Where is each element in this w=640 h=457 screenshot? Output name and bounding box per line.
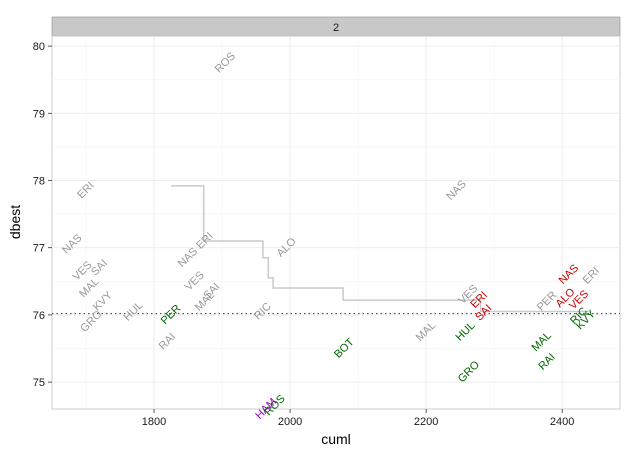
axes: 1800 2000 2200 2400 75 76 77 78 79 80 <box>33 41 575 428</box>
x-tick-label: 2200 <box>414 416 438 428</box>
gridlines <box>52 36 620 409</box>
facet-strip: 2 <box>51 16 621 37</box>
y-tick-label: 76 <box>33 310 45 322</box>
x-tick-label: 1800 <box>142 416 166 428</box>
y-tick-label: 80 <box>33 41 45 53</box>
y-axis-title: dbest <box>7 205 23 239</box>
y-tick-label: 79 <box>33 108 45 120</box>
step-line-group <box>171 185 590 313</box>
x-tick-label: 2400 <box>550 416 574 428</box>
y-tick-label: 75 <box>33 377 45 389</box>
y-tick-label: 78 <box>33 175 45 187</box>
facet-strip-label: 2 <box>333 22 339 34</box>
y-tick-label: 77 <box>33 243 45 255</box>
plot-panel <box>51 35 621 410</box>
x-axis-title: cuml <box>321 431 351 447</box>
x-tick-label: 2000 <box>278 416 302 428</box>
step-line <box>171 185 590 313</box>
